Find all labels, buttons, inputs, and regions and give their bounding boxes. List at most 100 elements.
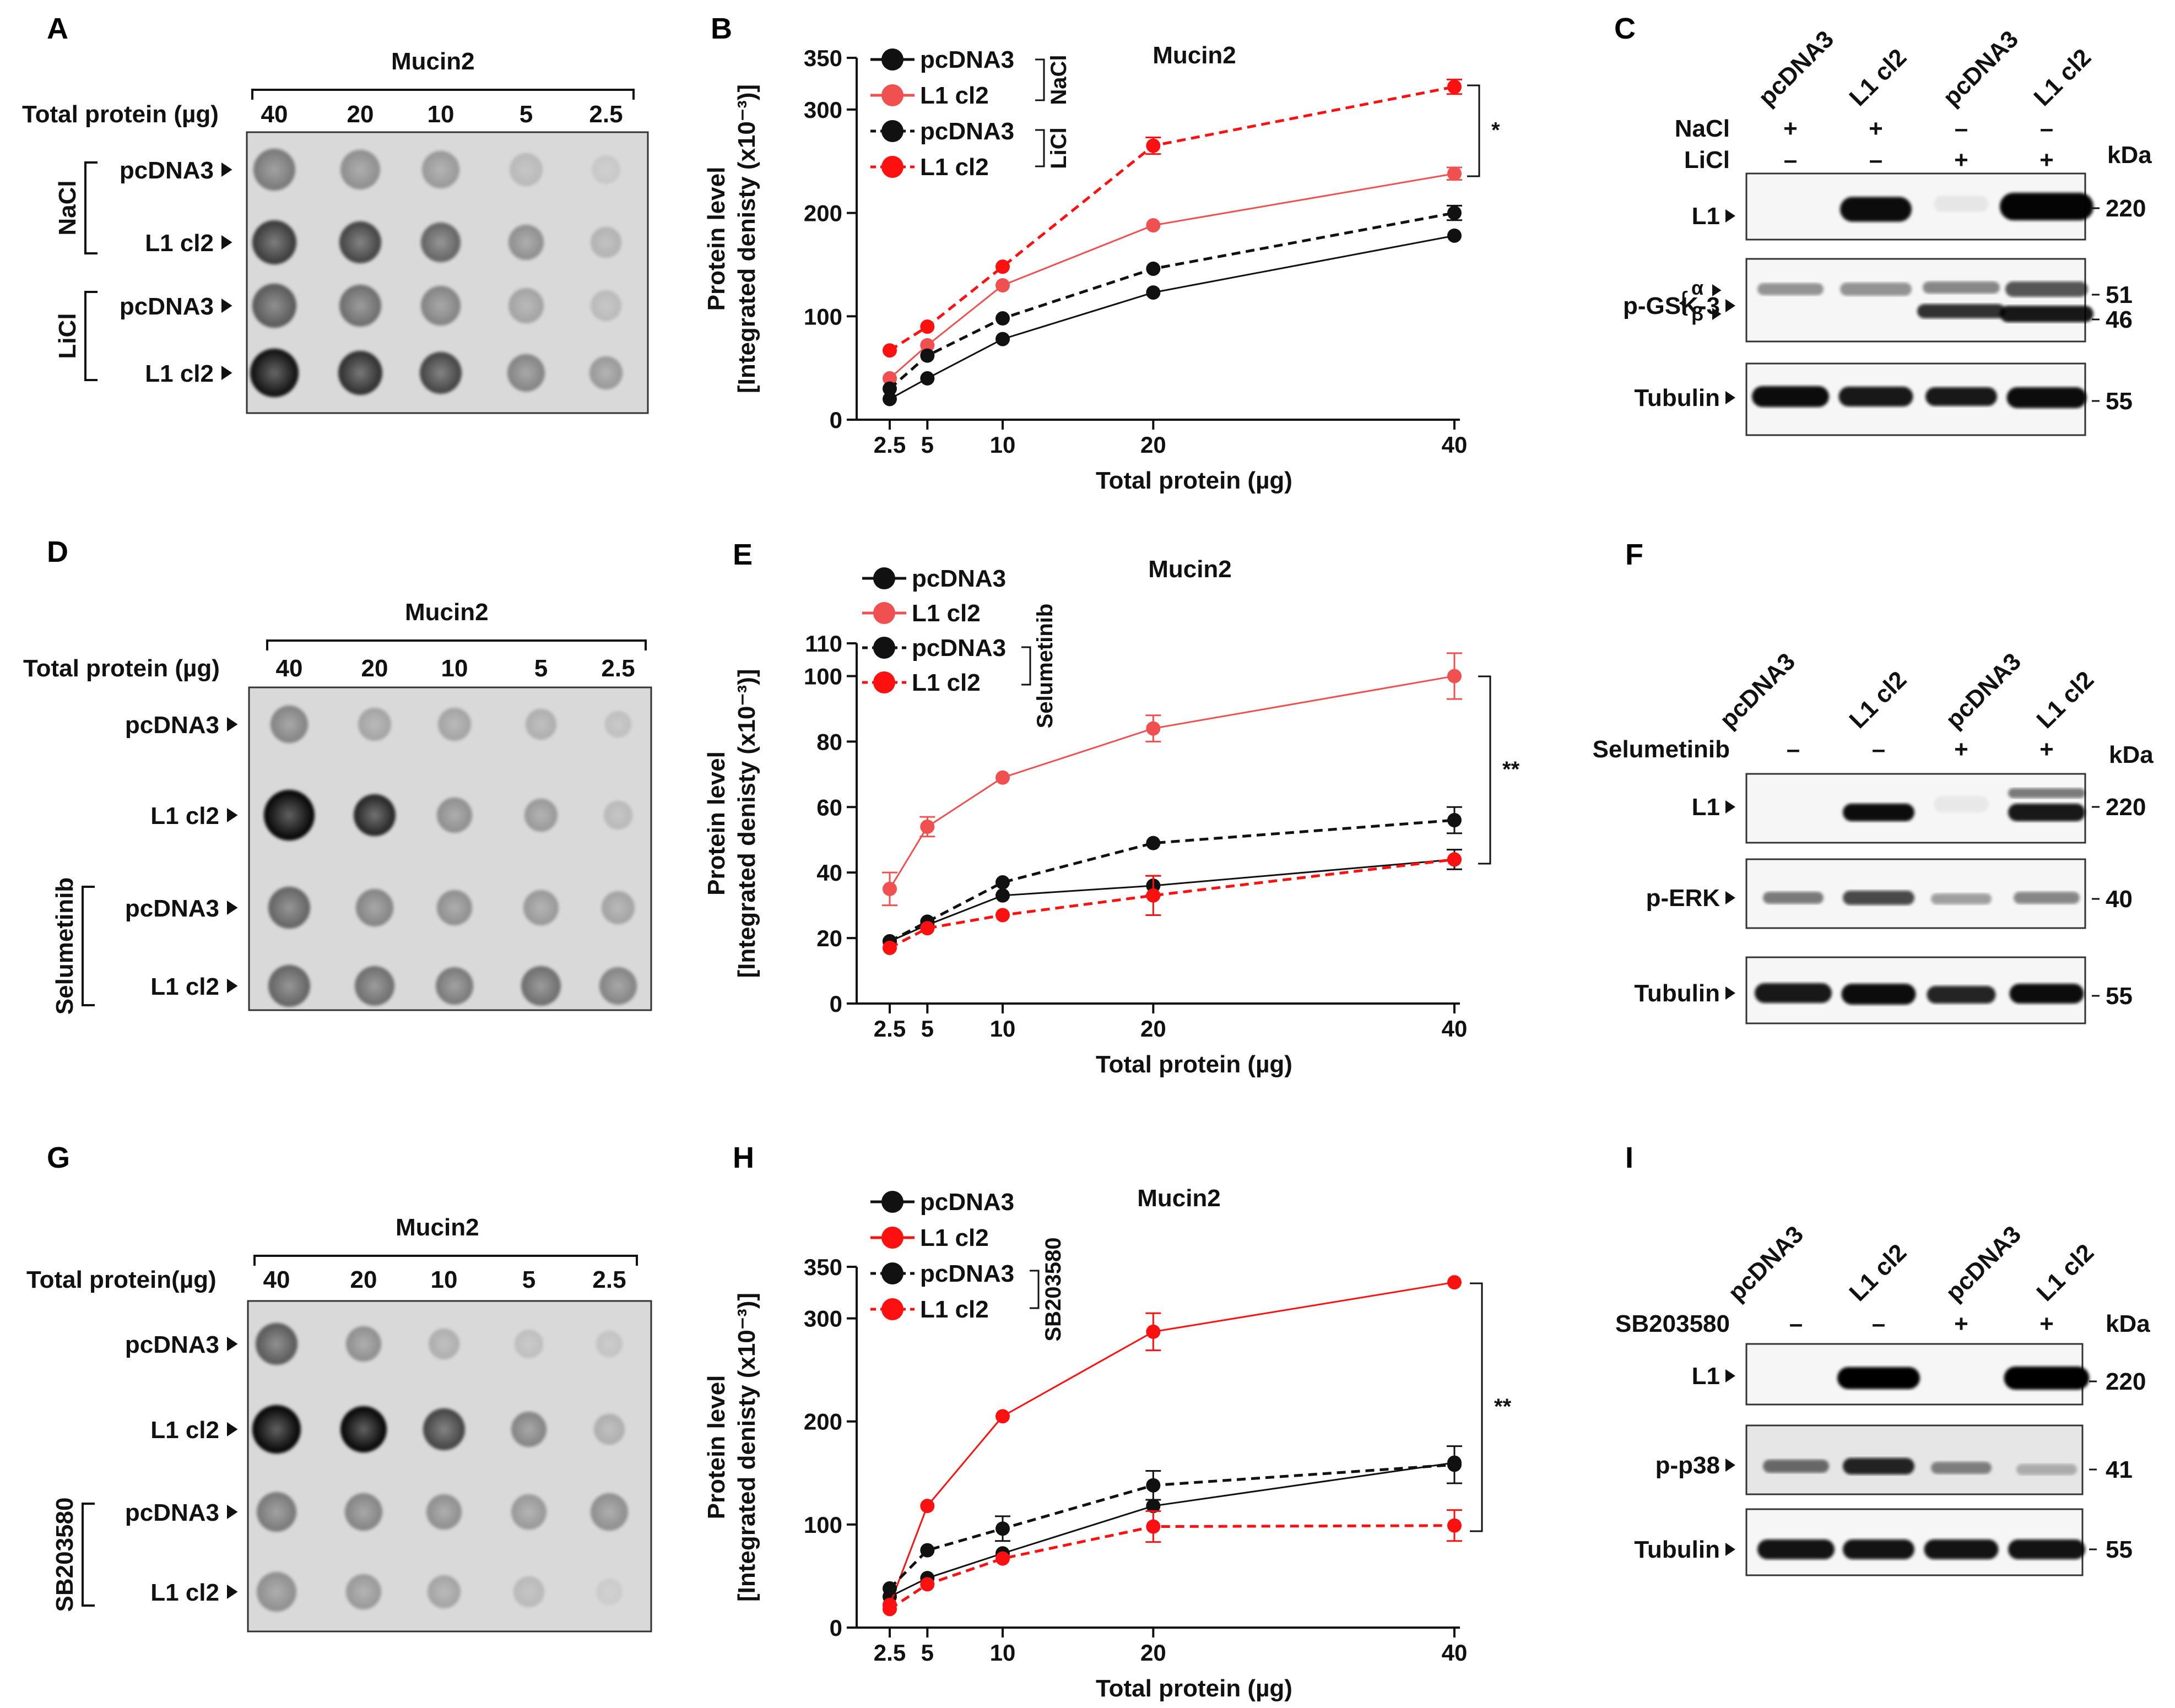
x-tick-label: 5 bbox=[921, 432, 934, 458]
y-axis-label: Protein level bbox=[703, 1375, 730, 1520]
treatment-mark: – bbox=[1787, 736, 1800, 763]
panel-letter-d: D bbox=[47, 535, 68, 568]
arrowhead-icon bbox=[1725, 986, 1735, 1000]
lane-label: pcDNA3 bbox=[1940, 1221, 2026, 1306]
data-point bbox=[995, 259, 1010, 274]
bracket-line bbox=[253, 1255, 638, 1266]
y-axis-label-2: [Integrated denisty (x10⁻³)] bbox=[733, 1293, 760, 1602]
data-point bbox=[1146, 1519, 1161, 1534]
dot bbox=[270, 706, 308, 743]
protein-band bbox=[2008, 1539, 2085, 1559]
row-label: pcDNA3 bbox=[125, 1499, 219, 1526]
dot-blot-title: Mucin2 bbox=[396, 1214, 479, 1241]
size-label: 51 bbox=[2106, 281, 2133, 308]
x-axis-label: Total protein (µg) bbox=[1096, 467, 1292, 494]
dot bbox=[511, 1494, 547, 1530]
dot bbox=[515, 1330, 543, 1358]
total-protein-label: Total protein (µg) bbox=[23, 655, 220, 682]
significance-label: ** bbox=[1502, 757, 1520, 782]
y-tick-label: 0 bbox=[830, 407, 842, 433]
treatment-mark: + bbox=[1954, 147, 1968, 173]
dot bbox=[268, 887, 310, 929]
arrowhead-icon bbox=[1725, 209, 1735, 223]
dot-blot-title: Mucin2 bbox=[405, 599, 489, 626]
protein-band bbox=[2004, 1367, 2090, 1390]
y-tick-label: 200 bbox=[804, 200, 842, 226]
line-chart-h: 0 100 200 300 350 2.5 5 10 20 40 Total protein (µg… bbox=[703, 1185, 1512, 1702]
legend-label: pcDNA3 bbox=[920, 118, 1014, 145]
band-label: L1 bbox=[1692, 794, 1720, 821]
legend-label: pcDNA3 bbox=[920, 1260, 1014, 1287]
protein-band bbox=[1931, 1462, 1992, 1474]
x-tick-label: 20 bbox=[1140, 432, 1166, 458]
x-tick-label: 20 bbox=[1140, 1016, 1166, 1042]
amount-label: 2.5 bbox=[589, 101, 623, 128]
panel-letter-h: H bbox=[733, 1141, 754, 1174]
total-protein-label: Total protein (µg) bbox=[22, 101, 219, 128]
x-tick-label: 40 bbox=[1442, 1016, 1468, 1042]
panel-letter-b: B bbox=[711, 12, 732, 45]
dot bbox=[354, 794, 396, 836]
protein-band bbox=[1837, 1367, 1920, 1389]
chart-title: Mucin2 bbox=[1137, 1185, 1221, 1212]
dot bbox=[596, 1579, 623, 1605]
legend-bracket bbox=[1021, 646, 1031, 686]
amount-label: 40 bbox=[276, 655, 303, 682]
data-point bbox=[1447, 1275, 1462, 1290]
amount-label: 10 bbox=[441, 655, 468, 682]
protein-band bbox=[1931, 893, 1992, 904]
row-label: L1 cl2 bbox=[145, 360, 214, 387]
arrowhead-icon bbox=[227, 1337, 238, 1351]
lane-label: pcDNA3 bbox=[1723, 1221, 1809, 1306]
legend-label: pcDNA3 bbox=[920, 1189, 1014, 1216]
significance-label: * bbox=[1491, 118, 1500, 143]
data-point bbox=[995, 888, 1010, 903]
data-point bbox=[883, 343, 897, 358]
dot bbox=[268, 965, 310, 1007]
amount-label: 20 bbox=[347, 101, 374, 128]
group-label: NaCl bbox=[54, 180, 81, 235]
protein-band bbox=[1763, 892, 1824, 904]
arrowhead-icon bbox=[221, 235, 232, 250]
treatment-mark: + bbox=[2039, 736, 2054, 763]
dot bbox=[346, 1326, 381, 1362]
y-axis-label-2: [Integrated denisty (x10⁻³)] bbox=[733, 84, 760, 393]
kda-label: kDa bbox=[2109, 741, 2154, 768]
treatment-mark: – bbox=[2040, 115, 2053, 142]
treatment-mark: + bbox=[1869, 115, 1883, 142]
x-tick-label: 20 bbox=[1140, 1640, 1166, 1666]
treatment-mark: + bbox=[2039, 147, 2054, 173]
panel-letter-c: C bbox=[1614, 12, 1636, 45]
amount-label: 2.5 bbox=[592, 1266, 626, 1293]
protein-band bbox=[1924, 1539, 1999, 1559]
protein-band bbox=[1934, 196, 1989, 212]
amount-label: 5 bbox=[534, 655, 548, 682]
data-point bbox=[1146, 721, 1161, 736]
amount-label: 20 bbox=[350, 1266, 377, 1293]
panel-letter-e: E bbox=[733, 538, 753, 571]
dot bbox=[510, 153, 543, 186]
data-point bbox=[1447, 79, 1462, 94]
data-point bbox=[995, 332, 1010, 346]
treatment-label: LiCl bbox=[1684, 147, 1730, 173]
chart-title: Mucin2 bbox=[1148, 556, 1232, 583]
protein-band bbox=[2014, 892, 2080, 904]
significance-bracket bbox=[1470, 1282, 1483, 1532]
dot bbox=[602, 891, 635, 924]
data-point bbox=[883, 381, 897, 396]
panel-letter-f: F bbox=[1625, 538, 1643, 571]
amount-label: 5 bbox=[520, 101, 533, 128]
lane-label: pcDNA3 bbox=[1940, 648, 2026, 734]
y-axis-label-2: [Integrated denisty (x10⁻³)] bbox=[733, 669, 760, 978]
arrowhead-icon bbox=[227, 901, 238, 915]
dot bbox=[257, 1492, 296, 1532]
y-tick-label: 200 bbox=[804, 1409, 842, 1435]
x-tick-label: 10 bbox=[990, 432, 1016, 458]
series-line bbox=[889, 858, 1455, 950]
dot-blot-g: Mucin2 Total protein(µg) 40 20 10 5 2.5 pcDNA3 L… bbox=[26, 1214, 652, 1633]
data-point bbox=[920, 1577, 935, 1592]
dot bbox=[592, 155, 620, 184]
data-point bbox=[883, 940, 897, 955]
